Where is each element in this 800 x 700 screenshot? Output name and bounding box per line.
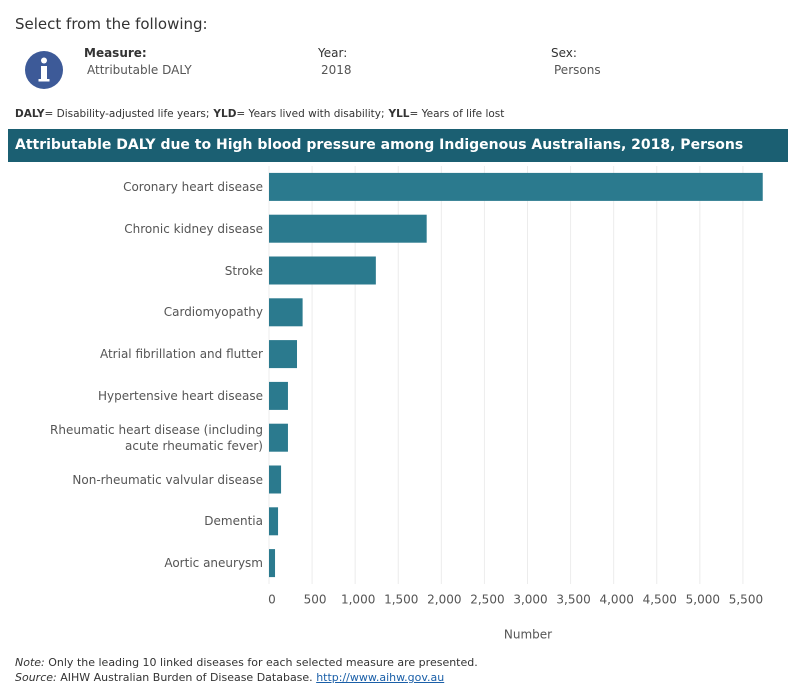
bar (269, 507, 279, 536)
y-tick-label: Rheumatic heart disease (including acute… (50, 422, 263, 453)
x-tick-label: 5,500 (729, 593, 763, 607)
abbreviation-definition: = Years lived with disability; (236, 108, 385, 120)
abbreviation-term: YLD (213, 108, 237, 120)
y-tick-label: Cardiomyopathy (163, 305, 263, 320)
bar (269, 214, 427, 243)
bar (269, 381, 288, 410)
source-text: AIHW Australian Burden of Disease Databa… (60, 671, 313, 684)
y-tick-label: Dementia (204, 514, 263, 529)
note-label: Note: (15, 656, 45, 669)
x-tick-label: 0 (268, 593, 276, 607)
bar (269, 423, 288, 452)
y-tick-label: Coronary heart disease (123, 179, 263, 194)
abbreviation: DALY= Disability-adjusted life years; (15, 108, 209, 120)
y-tick-label: Non-rheumatic valvular disease (72, 472, 263, 487)
filter-label: Measure: (84, 46, 147, 60)
filter-value[interactable]: 2018 (321, 63, 352, 77)
abbreviation-definition: = Disability-adjusted life years; (44, 108, 210, 120)
filter-label: Year: (318, 46, 348, 60)
prompt: Select from the following: (15, 15, 208, 33)
x-tick-label: 5,000 (686, 593, 720, 607)
chart: 0 500 1,000 1,500 2,000 2,500 3,000 3,500 4,000 4… (268, 166, 763, 642)
abbreviation-term: YLL (388, 108, 410, 120)
source-link[interactable]: http://www.aihw.gov.au (316, 671, 445, 684)
filter-value[interactable]: Persons (554, 63, 601, 77)
bar (269, 298, 303, 327)
title-bar: Attributable DALY due to High blood pres… (8, 129, 788, 162)
x-tick-label: 4,000 (599, 593, 633, 607)
bar (269, 256, 376, 285)
abbreviation-term: DALY (15, 108, 45, 120)
source-label: Source: (15, 671, 57, 684)
source: Source: AIHW Australian Burden of Diseas… (15, 671, 444, 684)
abbreviation: YLD= Years lived with disability; (213, 108, 384, 120)
x-tick-label: 1,000 (341, 593, 375, 607)
y-tick-label: Hypertensive heart disease (97, 388, 263, 403)
bar (269, 340, 298, 369)
abbreviation: YLL= Years of life lost (389, 108, 505, 120)
bar (269, 465, 282, 494)
info-icon (25, 51, 63, 89)
note-text: Only the leading 10 linked diseases for … (48, 656, 478, 669)
x-tick-label: 4,500 (643, 593, 677, 607)
abbreviations: DALY= Disability-adjusted life years; YLD… (15, 108, 508, 120)
chart-title: Attributable DALY due to High blood pres… (15, 137, 744, 153)
bar (269, 549, 276, 578)
x-tick-label: 3,000 (513, 593, 547, 607)
x-tick-label: 1,500 (384, 593, 418, 607)
x-axis-title: Number (504, 628, 552, 642)
filter-value[interactable]: Attributable DALY (87, 63, 192, 77)
filter-label: Sex: (551, 46, 577, 60)
x-tick-label: 2,000 (427, 593, 461, 607)
bar (269, 172, 763, 201)
y-tick-label: Stroke (224, 263, 263, 278)
y-tick-label: Chronic kidney disease (124, 221, 263, 236)
x-tick-label: 3,500 (556, 593, 590, 607)
x-tick-label: 500 (304, 593, 327, 607)
y-tick-label: Aortic aneurysm (164, 556, 263, 571)
y-tick-label: Atrial fibrillation and flutter (99, 347, 263, 362)
abbreviation-definition: = Years of life lost (409, 108, 505, 120)
note: Note: Only the leading 10 linked disease… (15, 656, 478, 669)
x-tick-label: 2,500 (470, 593, 504, 607)
